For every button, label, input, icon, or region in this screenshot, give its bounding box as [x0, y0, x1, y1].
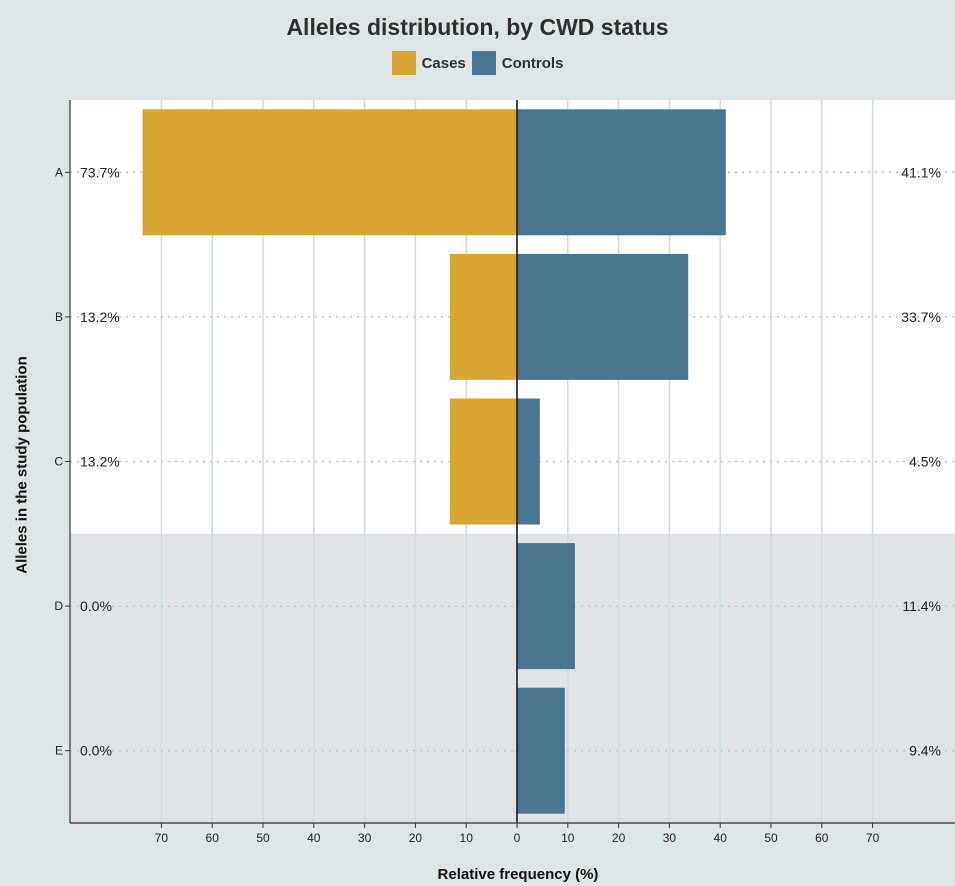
- value-label-controls-e: 9.4%: [909, 743, 941, 759]
- x-tick-label: 10: [460, 831, 474, 845]
- x-tick-label: 20: [612, 831, 626, 845]
- y-tick-label-c: C: [54, 455, 63, 469]
- x-tick-label: 10: [561, 831, 575, 845]
- x-tick-label: 40: [714, 831, 728, 845]
- x-axis-title: Relative frequency (%): [437, 866, 599, 883]
- value-label-cases-b: 13.2%: [80, 309, 120, 325]
- x-tick-label: 60: [815, 831, 829, 845]
- x-tick-label: 70: [155, 831, 169, 845]
- bar-controls-d: [517, 543, 575, 670]
- y-tick-label-e: E: [55, 744, 63, 758]
- value-label-controls-b: 33.7%: [901, 309, 941, 325]
- x-tick-label: 0: [514, 831, 521, 845]
- x-tick-label: 50: [764, 831, 778, 845]
- value-label-cases-c: 13.2%: [80, 454, 120, 470]
- y-tick-label-b: B: [55, 310, 63, 324]
- x-tick-label: 30: [358, 831, 372, 845]
- highlight-band: [70, 533, 955, 823]
- y-tick-label-a: A: [55, 165, 63, 179]
- legend-label-controls: Controls: [501, 54, 564, 72]
- x-tick-label: 20: [409, 831, 423, 845]
- legend-item-controls: Controls: [471, 51, 564, 75]
- value-label-controls-c: 4.5%: [909, 454, 941, 470]
- y-tick-label-d: D: [54, 599, 63, 613]
- x-tick-label: 70: [866, 831, 880, 845]
- x-tick-label: 30: [663, 831, 677, 845]
- legend-swatch-cases: [391, 51, 416, 75]
- value-label-controls-d: 11.4%: [902, 598, 941, 614]
- bar-cases-c: [449, 398, 517, 525]
- legend-swatch-controls: [471, 51, 496, 75]
- value-label-controls-a: 41.1%: [901, 164, 941, 180]
- bar-controls-a: [517, 109, 726, 236]
- bar-cases-a: [142, 109, 517, 236]
- bar-controls-e: [517, 687, 565, 814]
- x-tick-label: 40: [307, 831, 321, 845]
- x-tick-label: 50: [256, 831, 270, 845]
- bar-controls-b: [517, 253, 689, 380]
- x-tick-label: 60: [206, 831, 220, 845]
- bar-controls-c: [517, 398, 540, 525]
- chart-title: Alleles distribution, by CWD status: [286, 14, 669, 40]
- legend-item-cases: Cases: [391, 51, 466, 75]
- legend-label-cases: Cases: [421, 54, 466, 72]
- value-label-cases-d: 0.0%: [80, 598, 112, 614]
- bar-cases-b: [449, 253, 517, 380]
- y-axis-title: Alleles in the study population: [13, 356, 31, 574]
- value-label-cases-a: 73.7%: [80, 164, 120, 180]
- legend: Cases Controls: [0, 51, 955, 75]
- value-label-cases-e: 0.0%: [80, 743, 112, 759]
